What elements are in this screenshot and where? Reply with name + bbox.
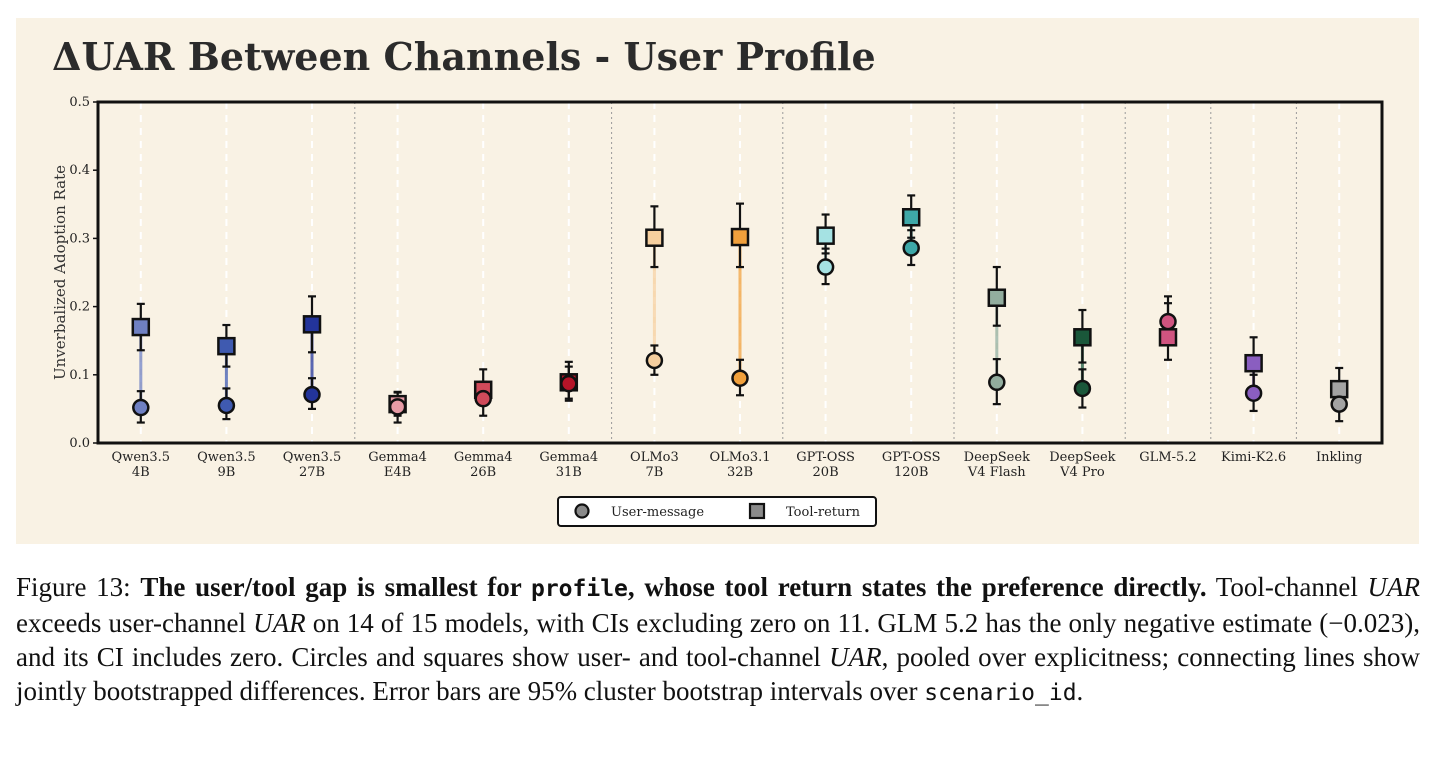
legend-label-tool: Tool-return <box>786 505 861 520</box>
y-tick-label: 0.0 <box>69 436 90 451</box>
x-tick-label: DeepSeek V4 Flash <box>964 450 1030 480</box>
tool-return-point <box>1073 328 1092 347</box>
legend-label-user: User-message <box>611 505 704 520</box>
legend: User-message Tool-return <box>557 496 877 527</box>
user-message-point <box>816 258 835 276</box>
y-tick-label: 0.3 <box>69 231 90 246</box>
x-tick-label: Kimi-K2.6 <box>1221 450 1286 465</box>
user-message-point <box>132 398 150 417</box>
x-tick-label: Gemma4 26B <box>454 450 513 480</box>
caption-bold-code: profile <box>530 576 628 602</box>
user-message-point <box>1244 384 1263 402</box>
x-tick-label: DeepSeek V4 Pro <box>1049 450 1115 480</box>
tool-return-point <box>1158 328 1178 347</box>
x-tick-label: Inkling <box>1316 450 1362 465</box>
x-tick-label: GLM-5.2 <box>1139 450 1196 465</box>
plot-frame <box>96 100 1384 445</box>
user-message-point <box>902 239 920 257</box>
user-message-point <box>1330 395 1348 413</box>
tool-return-point <box>302 315 322 334</box>
x-tick-label: OLMo3.1 32B <box>709 450 770 480</box>
user-message-point <box>988 373 1006 392</box>
user-message-point <box>1073 379 1092 398</box>
legend-box <box>557 496 877 527</box>
x-tick-label: GPT-OSS 20B <box>796 450 855 480</box>
figure-caption: Figure 13: The user/tool gap is smallest… <box>16 572 1421 706</box>
tool-return-point <box>217 336 236 356</box>
tool-return-point <box>1244 353 1263 373</box>
caption-label: Figure 13: <box>16 572 131 602</box>
tool-return-point <box>131 317 151 337</box>
x-tick-label: Gemma4 31B <box>539 450 598 480</box>
x-tick-label: GPT-OSS 120B <box>882 450 941 480</box>
figure-panel: ΔUAR Between Channels - User Profile 0.0 0… <box>16 18 1419 544</box>
user-message-point <box>217 396 236 415</box>
user-message-point <box>1159 312 1177 331</box>
y-axis-label: Unverbalized Adoption Rate <box>51 165 69 380</box>
tool-return-point <box>987 288 1007 307</box>
x-tick-label: Qwen3.5 27B <box>283 450 342 480</box>
x-tick-label: Gemma4 E4B <box>368 450 427 480</box>
user-message-point <box>560 374 578 393</box>
caption-bold-lead: The user/tool gap is smallest for profil… <box>140 572 1207 602</box>
legend-circle-marker <box>574 503 590 519</box>
chart-title: ΔUAR Between Channels - User Profile <box>52 34 876 79</box>
chart: ΔUAR Between Channels - User Profile 0.0 0… <box>51 34 1384 527</box>
user-message-point <box>474 389 492 408</box>
tool-return-point <box>730 227 750 247</box>
tool-return-point <box>645 228 664 247</box>
tool-return-point <box>816 226 835 245</box>
y-tick-label: 0.5 <box>69 95 90 110</box>
y-tick-label: 0.2 <box>69 300 90 315</box>
user-message-point <box>645 351 664 370</box>
tool-return-point <box>901 208 921 227</box>
x-tick-label: Qwen3.5 9B <box>197 450 256 480</box>
caption-code: scenario_id <box>924 680 1077 706</box>
x-tick-label: OLMo3 7B <box>630 450 679 480</box>
x-tick-label: Qwen3.5 4B <box>112 450 171 480</box>
user-message-point <box>731 369 749 387</box>
y-tick-label: 0.1 <box>69 368 90 383</box>
user-message-point <box>303 385 321 404</box>
y-tick-label: 0.4 <box>69 163 90 178</box>
user-message-point <box>388 398 407 416</box>
tool-return-point <box>1329 379 1349 399</box>
legend-square-marker <box>748 502 766 520</box>
